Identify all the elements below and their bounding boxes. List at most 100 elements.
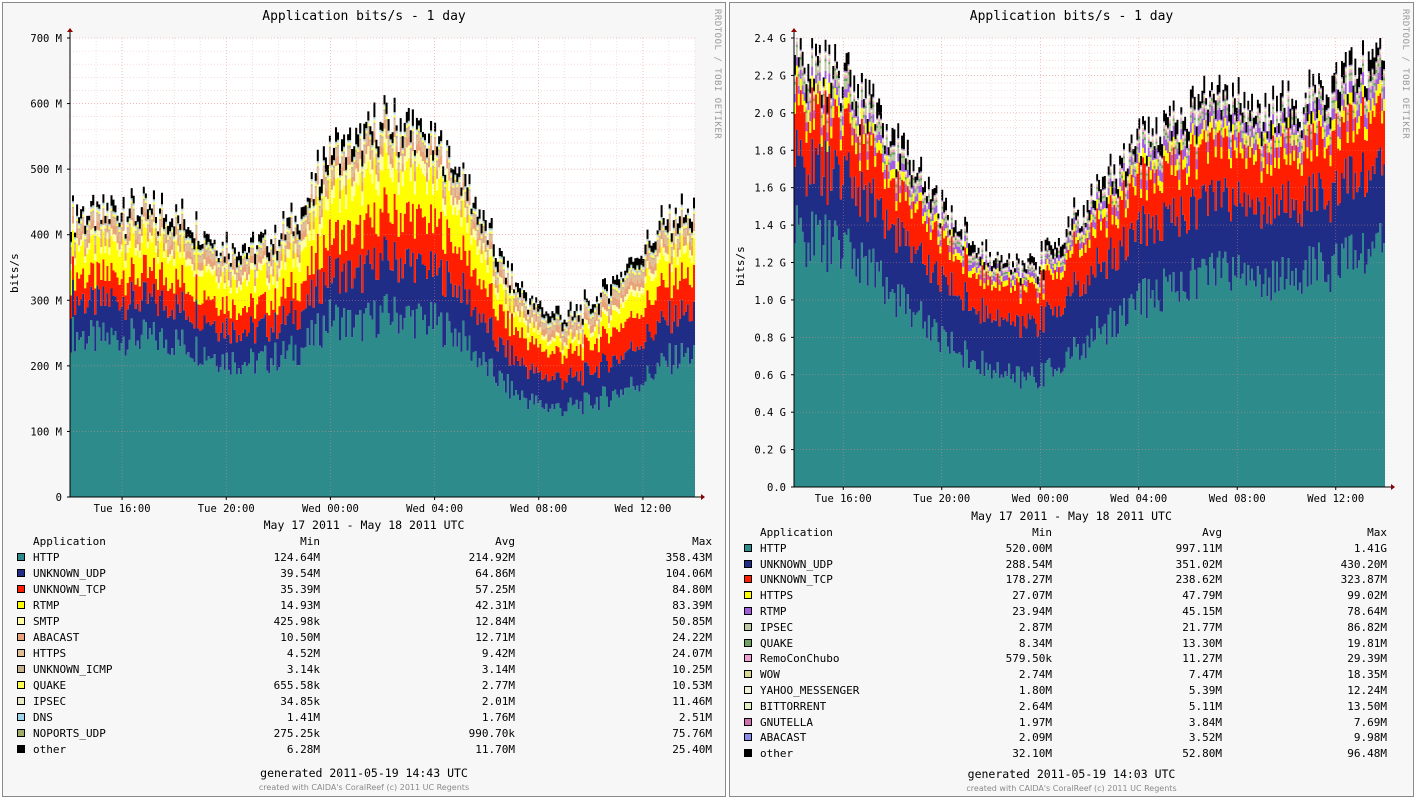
legend-swatch: [744, 701, 752, 710]
legend-min: 3.14k: [286, 663, 320, 676]
legend-min: 32.10M: [1012, 747, 1052, 761]
legend-avg: 3.84M: [1188, 715, 1222, 729]
legend-header-avg: Avg: [1202, 526, 1222, 539]
legend-series-name: UNKNOWN_ICMP: [33, 663, 113, 676]
legend-swatch: [17, 633, 25, 641]
side-label: RRDTOOL / TOBI OETIKER: [1400, 9, 1410, 140]
legend-row: QUAKE 8.34M 13.30M 19.81M: [742, 636, 1402, 651]
legend-max: 75.76M: [672, 727, 712, 740]
legend-row: other 6.28M 11.70M 25.40M: [15, 742, 715, 757]
legend-row: QUAKE 655.58k 2.77M 10.53M: [15, 678, 715, 693]
legend-row: RTMP 23.94M 45.15M 78.64M: [742, 604, 1402, 619]
legend-max: 323.87M: [1340, 573, 1387, 587]
legend-row: ABACAST 10.50M 12.71M 24.22M: [15, 630, 715, 645]
y-tick-label: 1.4 G: [754, 220, 786, 232]
legend-avg: 997.11M: [1175, 541, 1222, 555]
legend-avg: 5.11M: [1188, 699, 1222, 713]
legend-swatch: [744, 749, 752, 758]
x-axis-title: May 17 2011 - May 18 2011 UTC: [263, 518, 465, 532]
legend-series-name: RTMP: [33, 599, 60, 612]
y-tick-label: 1.0 G: [754, 295, 786, 307]
legend-min: 425.98k: [273, 615, 320, 628]
legend-row: UNKNOWN_TCP 35.39M 57.25M 84.80M: [15, 582, 715, 597]
y-axis-arrow: [791, 28, 797, 32]
y-tick-label: 500 M: [30, 164, 62, 176]
legend-row: HTTPS 27.07M 47.79M 99.02M: [742, 588, 1402, 603]
legend-max: 2.51M: [678, 711, 712, 724]
legend-swatch: [744, 686, 752, 694]
chart-title: Application bits/s - 1 day: [262, 9, 466, 24]
legend-avg: 21.77M: [1182, 620, 1222, 634]
y-tick-label: 2.0 G: [754, 108, 786, 120]
legend-max: 18.35M: [1347, 668, 1387, 682]
legend-avg: 57.25M: [475, 583, 515, 596]
legend-row: NOPORTS_UDP 275.25k 990.70k 75.76M: [15, 726, 715, 741]
legend-min: 27.07M: [1012, 589, 1052, 603]
legend-avg: 11.27M: [1182, 652, 1222, 666]
legend-swatch: [744, 670, 752, 679]
x-tick-label: Wed 00:00: [302, 503, 359, 515]
area-rtmp: [70, 143, 695, 364]
legend-series-name: HTTP: [760, 541, 787, 555]
x-axis-arrow: [1391, 484, 1395, 490]
legend-max: 1.41G: [1353, 541, 1387, 555]
legend-swatch: [17, 697, 25, 705]
legend-swatch: [17, 585, 25, 593]
legend-avg: 7.47M: [1188, 668, 1222, 682]
legend-swatch: [744, 733, 752, 742]
legend-header: Application Min Avg Max: [15, 534, 715, 549]
legend-max: 13.50M: [1347, 699, 1387, 713]
legend-avg: 2.77M: [481, 679, 515, 692]
legend-row: UNKNOWN_UDP 39.54M 64.86M 104.06M: [15, 566, 715, 581]
legend-row: IPSEC 2.87M 21.77M 86.82M: [742, 620, 1402, 635]
legend-avg: 9.42M: [481, 647, 515, 660]
x-tick-label: Tue 20:00: [198, 503, 255, 515]
legend-series-name: UNKNOWN_UDP: [33, 567, 106, 580]
legend-min: 2.87M: [1018, 620, 1052, 634]
credit-line: created with CAIDA's CoralReef (c) 2011 …: [258, 783, 470, 792]
generated-timestamp: generated 2011-05-19 14:03 UTC: [967, 767, 1176, 781]
y-axis-arrow: [67, 28, 73, 32]
legend-swatch: [744, 559, 752, 568]
legend-swatch: [17, 745, 25, 753]
chart-title: Application bits/s - 1 day: [969, 9, 1174, 24]
chart-plot-left: 0 100 M 200 M 300 M 400 M 500 M 600 M 700 M Tue …: [30, 28, 705, 515]
legend-min: 14.93M: [280, 599, 320, 612]
legend-row: UNKNOWN_ICMP 3.14k 3.14M 10.25M: [15, 662, 715, 677]
legend-max: 50.85M: [672, 615, 712, 628]
x-tick-label: Tue 16:00: [94, 503, 151, 515]
legend-avg: 42.31M: [475, 599, 515, 612]
legend-row: SMTP 425.98k 12.84M 50.85M: [15, 614, 715, 629]
legend-row: ABACAST 2.09M 3.52M 9.98M: [742, 730, 1402, 745]
legend-series-name: other: [760, 747, 794, 761]
legend-min: 178.27M: [1005, 573, 1052, 587]
legend-row: GNUTELLA 1.97M 3.84M 7.69M: [742, 715, 1402, 730]
legend-min: 579.50k: [1005, 652, 1052, 666]
legend-swatch: [744, 607, 752, 615]
legend-series-name: DNS: [33, 711, 53, 724]
legend-series-name: RTMP: [760, 605, 787, 618]
legend-series-name: UNKNOWN_UDP: [760, 557, 833, 571]
legend-swatch: [744, 543, 752, 552]
legend-max: 86.82M: [1347, 620, 1387, 634]
legend-row: HTTP 520.00M 997.11M 1.41G: [742, 541, 1402, 556]
area-unknown-tcp: [70, 187, 695, 390]
legend-series-name: GNUTELLA: [760, 715, 813, 729]
left-chart-panel: Application bits/s - 1 day RRDTOOL / TOB…: [2, 2, 726, 797]
legend-swatch: [744, 575, 752, 584]
x-tick-label: Tue 20:00: [913, 493, 970, 505]
legend-row: UNKNOWN_TCP 178.27M 238.62M 323.87M: [742, 572, 1402, 587]
legend-max: 83.39M: [672, 599, 712, 612]
legend-series-name: ABACAST: [33, 631, 80, 644]
legend-min: 288.54M: [1005, 557, 1052, 571]
legend-min: 35.39M: [280, 583, 320, 596]
y-tick-label: 0.4 G: [754, 407, 786, 419]
x-tick-label: Wed 12:00: [614, 503, 671, 515]
y-tick-label: 100 M: [30, 426, 62, 438]
y-tick-label: 0.6 G: [754, 370, 786, 382]
legend-swatch: [17, 569, 25, 577]
legend-series-name: IPSEC: [33, 695, 67, 708]
legend-series-name: WOW: [760, 668, 780, 682]
x-axis-arrow: [701, 494, 705, 500]
legend-row: YAHOO_MESSENGER 1.80M 5.39M 12.24M: [742, 683, 1402, 698]
